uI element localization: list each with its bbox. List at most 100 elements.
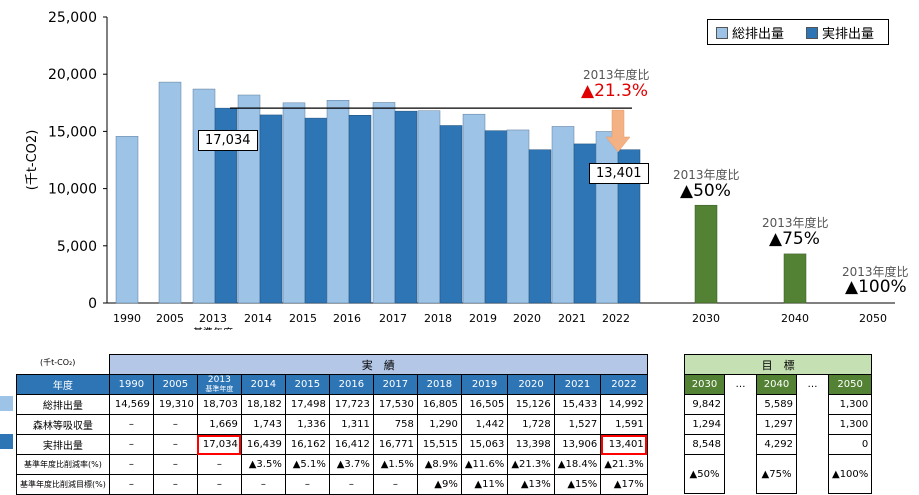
target-cell: 9,842 [684, 394, 725, 415]
callout-latest-value: 13,401 [589, 163, 649, 184]
actual-table: 実 績年度 1990 2005 2013 基準年度 2014 2015 2016 2017 201… [16, 354, 648, 495]
target-cell: 5,589 [756, 394, 797, 415]
year-2013-label: 2013 [207, 374, 231, 385]
row-label: 総排出量 [16, 394, 110, 415]
table-cell: – [152, 434, 198, 455]
table-cell: 1,728 [507, 414, 555, 435]
table-cell: 14,992 [600, 394, 648, 415]
row-label: 実排出量 [16, 434, 110, 455]
table-cell: – [328, 474, 374, 495]
table-row: 森林等吸収量 – –1,669 1,743 1,336 1,311 758 1,290 1,44… [16, 414, 648, 435]
target-year: … [796, 374, 829, 395]
target-rate-cell: ▲100% [827, 454, 873, 494]
year-2014: 2014 [240, 374, 286, 395]
table-cell: ▲9% [416, 474, 462, 495]
table-cell: ▲3.5% [240, 454, 286, 475]
table-row: 基準年度比削減目標(%) – – – – – – – ▲9% ▲11% ▲13% ▲15% ▲17% [16, 474, 648, 495]
callout-base-value: 17,034 [198, 130, 258, 151]
table-cell: 1,743 [240, 414, 286, 435]
x-tick-label-2050: 2050 [859, 312, 887, 325]
bar-target-2040 [783, 253, 807, 304]
target-cell: 1,297 [756, 414, 797, 435]
target-cell: 0 [827, 434, 873, 455]
table-cell: ▲11.6% [460, 454, 509, 475]
bar-actual-2014 [259, 114, 283, 304]
table-header-row: 年度 1990 2005 2013 基準年度 2014 2015 2016 2017 2018 20… [16, 374, 648, 395]
row-label: 森林等吸収量 [16, 414, 110, 435]
table-cell: – [240, 474, 286, 495]
table-cell: 1,442 [460, 414, 509, 435]
legend-label-actual: 実排出量 [822, 27, 875, 42]
annotation-2040-small: 2013年度比 [762, 216, 829, 230]
target-cell: 8,548 [684, 434, 725, 455]
table-cell: ▲15% [553, 474, 602, 495]
table-cell: 16,162 [284, 434, 330, 455]
row-label: 基準年度比削減率(%) [16, 454, 110, 475]
table-cell: ▲11% [460, 474, 509, 495]
row-swatch-total [0, 396, 13, 411]
bar-actual-2022 [617, 149, 641, 304]
year-2019: 2019 [460, 374, 509, 395]
x-tick-label-2020: 2020 [513, 312, 541, 325]
table-cell: 1,591 [600, 414, 648, 435]
bar-total-1990 [115, 136, 139, 304]
table-cell: 1,336 [284, 414, 330, 435]
annotation-2050-small: 2013年度比 [842, 265, 909, 279]
table-row: 実排出量 – –17,034 16,439 16,162 16,412 16,771 15,5… [16, 434, 648, 455]
table-cell: ▲21.3% [507, 454, 555, 475]
bar-total-2021 [551, 126, 575, 304]
bar-total-2022 [595, 131, 619, 304]
bar-total-2018 [417, 110, 441, 304]
target-cell: 1,300 [827, 414, 873, 435]
x-tick-label-2016: 2016 [333, 312, 361, 325]
table-cell: 1,527 [553, 414, 602, 435]
target-cell [724, 434, 757, 455]
target-rate-cell: ▲50% [684, 454, 725, 494]
bar-actual-2015 [304, 117, 328, 304]
y-axis-label: (千t-CO2) [25, 130, 40, 191]
table-cell: 17,530 [372, 394, 418, 415]
x-tick-label-2021: 2021 [558, 312, 586, 325]
x-tick-label-2030: 2030 [692, 312, 720, 325]
table-cell: 14,569 [108, 394, 154, 415]
year-2020: 2020 [507, 374, 555, 395]
bar-total-2017 [372, 102, 396, 304]
table-row: 基準年度比削減率(%) – – – ▲3.5% ▲5.1% ▲3.7% ▲1.5% ▲8.9% ▲… [16, 454, 648, 475]
annotation-2050-big: ▲100% [845, 277, 907, 297]
table-cell: ▲13% [507, 474, 555, 495]
table-cell: 15,433 [553, 394, 602, 415]
table-cell: ▲21.3% [600, 454, 648, 475]
table-cell: 17,498 [284, 394, 330, 415]
annotation-2022-big: ▲21.3% [581, 81, 649, 101]
target-row: 9,842 5,589 1,300 [684, 394, 873, 415]
table-cell: – [196, 474, 242, 495]
target-row: 8,548 4,292 0 [684, 434, 873, 455]
table-cell: 15,126 [507, 394, 555, 415]
target-year: 2050 [827, 374, 873, 395]
emissions-chart: 0 5,000 10,000 15,000 20,000 25,000 (千t-CO2) 19… [25, 10, 895, 330]
table-cell: 16,412 [328, 434, 374, 455]
table-row: 総排出量 14,569 19,310 18,703 18,182 17,498 17,723… [16, 394, 648, 415]
annotation-2030-small: 2013年度比 [673, 168, 740, 182]
table-cell: 19,310 [152, 394, 198, 415]
bar-target-2030 [694, 204, 718, 304]
target-cell: 4,292 [756, 434, 797, 455]
x-tick-label-2014: 2014 [244, 312, 272, 325]
year-2005: 2005 [152, 374, 198, 395]
year-2022: 2022 [600, 374, 648, 395]
x-tick-label-2019: 2019 [469, 312, 497, 325]
target-row: 1,294 1,297 1,300 [684, 414, 873, 435]
x-tick-label-2040: 2040 [781, 312, 809, 325]
x-tick-label-1990: 1990 [113, 312, 141, 325]
target-header-row: 2030… 2040… 2050 [684, 374, 873, 395]
legend-swatch-total [716, 27, 728, 39]
table-cell: 15,515 [416, 434, 462, 455]
y-tick-label: 25,000 [48, 10, 97, 26]
bar-total-2016 [326, 99, 350, 304]
table-cell: – [108, 454, 154, 475]
table-cell: ▲18.4% [553, 454, 602, 475]
year-2013: 2013 基準年度 [196, 374, 242, 395]
target-year: … [724, 374, 757, 395]
bar-actual-2018 [439, 125, 463, 304]
table-cell: 17,723 [328, 394, 374, 415]
